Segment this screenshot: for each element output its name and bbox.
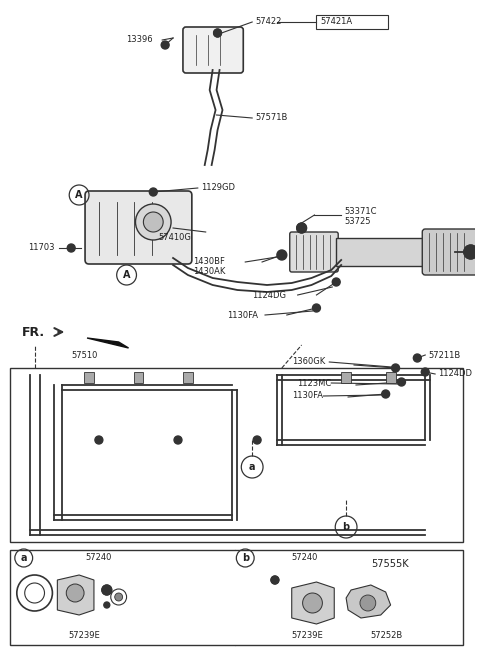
Text: A: A (123, 270, 131, 280)
Circle shape (297, 223, 307, 233)
Text: 13396: 13396 (127, 36, 153, 45)
Text: b: b (242, 553, 249, 563)
Text: 53371C: 53371C (344, 207, 377, 216)
Circle shape (66, 584, 84, 602)
Circle shape (397, 378, 406, 386)
Circle shape (312, 304, 321, 312)
Circle shape (332, 278, 340, 286)
Text: b: b (343, 522, 349, 532)
Circle shape (67, 244, 75, 252)
Text: 57510: 57510 (71, 351, 97, 359)
Text: 1129GD: 1129GD (201, 184, 235, 193)
Text: 53725: 53725 (344, 218, 371, 226)
Circle shape (421, 368, 429, 376)
Bar (133, 372, 144, 383)
Circle shape (360, 595, 376, 611)
Text: 57555K: 57555K (371, 559, 408, 569)
Circle shape (149, 188, 157, 196)
FancyBboxPatch shape (290, 232, 338, 272)
FancyBboxPatch shape (183, 27, 243, 73)
Bar (385, 372, 396, 383)
Bar (10, 368, 463, 542)
Polygon shape (87, 338, 129, 348)
Polygon shape (346, 585, 391, 618)
Circle shape (277, 250, 287, 260)
Text: 11703: 11703 (28, 243, 54, 253)
Text: 1124DD: 1124DD (438, 368, 472, 378)
Text: 1124DG: 1124DG (252, 290, 286, 299)
Bar (10, 550, 463, 645)
Circle shape (271, 576, 279, 584)
Circle shape (102, 585, 112, 595)
Circle shape (214, 29, 221, 37)
Bar (316, 15, 388, 29)
Polygon shape (292, 582, 334, 624)
Bar (341, 372, 351, 383)
Text: 57240: 57240 (86, 553, 112, 563)
FancyBboxPatch shape (422, 229, 478, 275)
Text: 1123MC: 1123MC (297, 378, 331, 388)
FancyBboxPatch shape (85, 191, 192, 264)
Circle shape (95, 436, 103, 444)
Text: a: a (249, 462, 255, 472)
Text: a: a (21, 553, 27, 563)
Circle shape (135, 204, 171, 240)
Circle shape (174, 436, 182, 444)
Text: 57410G: 57410G (158, 234, 191, 243)
Bar (183, 372, 193, 383)
Text: 57239E: 57239E (292, 630, 324, 640)
Text: 57240: 57240 (292, 553, 318, 563)
Text: 1130FA: 1130FA (228, 311, 258, 320)
Circle shape (144, 212, 163, 232)
Circle shape (302, 593, 323, 613)
Circle shape (161, 41, 169, 49)
Bar (84, 372, 94, 383)
Text: 57422: 57422 (255, 18, 281, 26)
Polygon shape (57, 575, 94, 615)
Text: 57571B: 57571B (255, 113, 288, 122)
Text: 1360GK: 1360GK (292, 357, 325, 367)
Text: 57211B: 57211B (428, 351, 460, 359)
Circle shape (392, 364, 399, 372)
Circle shape (104, 602, 110, 608)
Text: 1430BF: 1430BF (193, 257, 225, 266)
Circle shape (413, 354, 421, 362)
Text: 57239E: 57239E (68, 630, 100, 640)
Circle shape (382, 390, 390, 398)
Text: FR.: FR. (22, 326, 45, 338)
Circle shape (115, 593, 122, 601)
Text: 57252B: 57252B (371, 630, 403, 640)
Text: 1430AK: 1430AK (193, 268, 225, 276)
Circle shape (253, 436, 261, 444)
Text: A: A (75, 190, 83, 200)
Bar (336, 238, 425, 266)
Circle shape (464, 245, 478, 259)
Text: 57421A: 57421A (321, 18, 352, 26)
Text: 1130FA: 1130FA (292, 392, 323, 401)
